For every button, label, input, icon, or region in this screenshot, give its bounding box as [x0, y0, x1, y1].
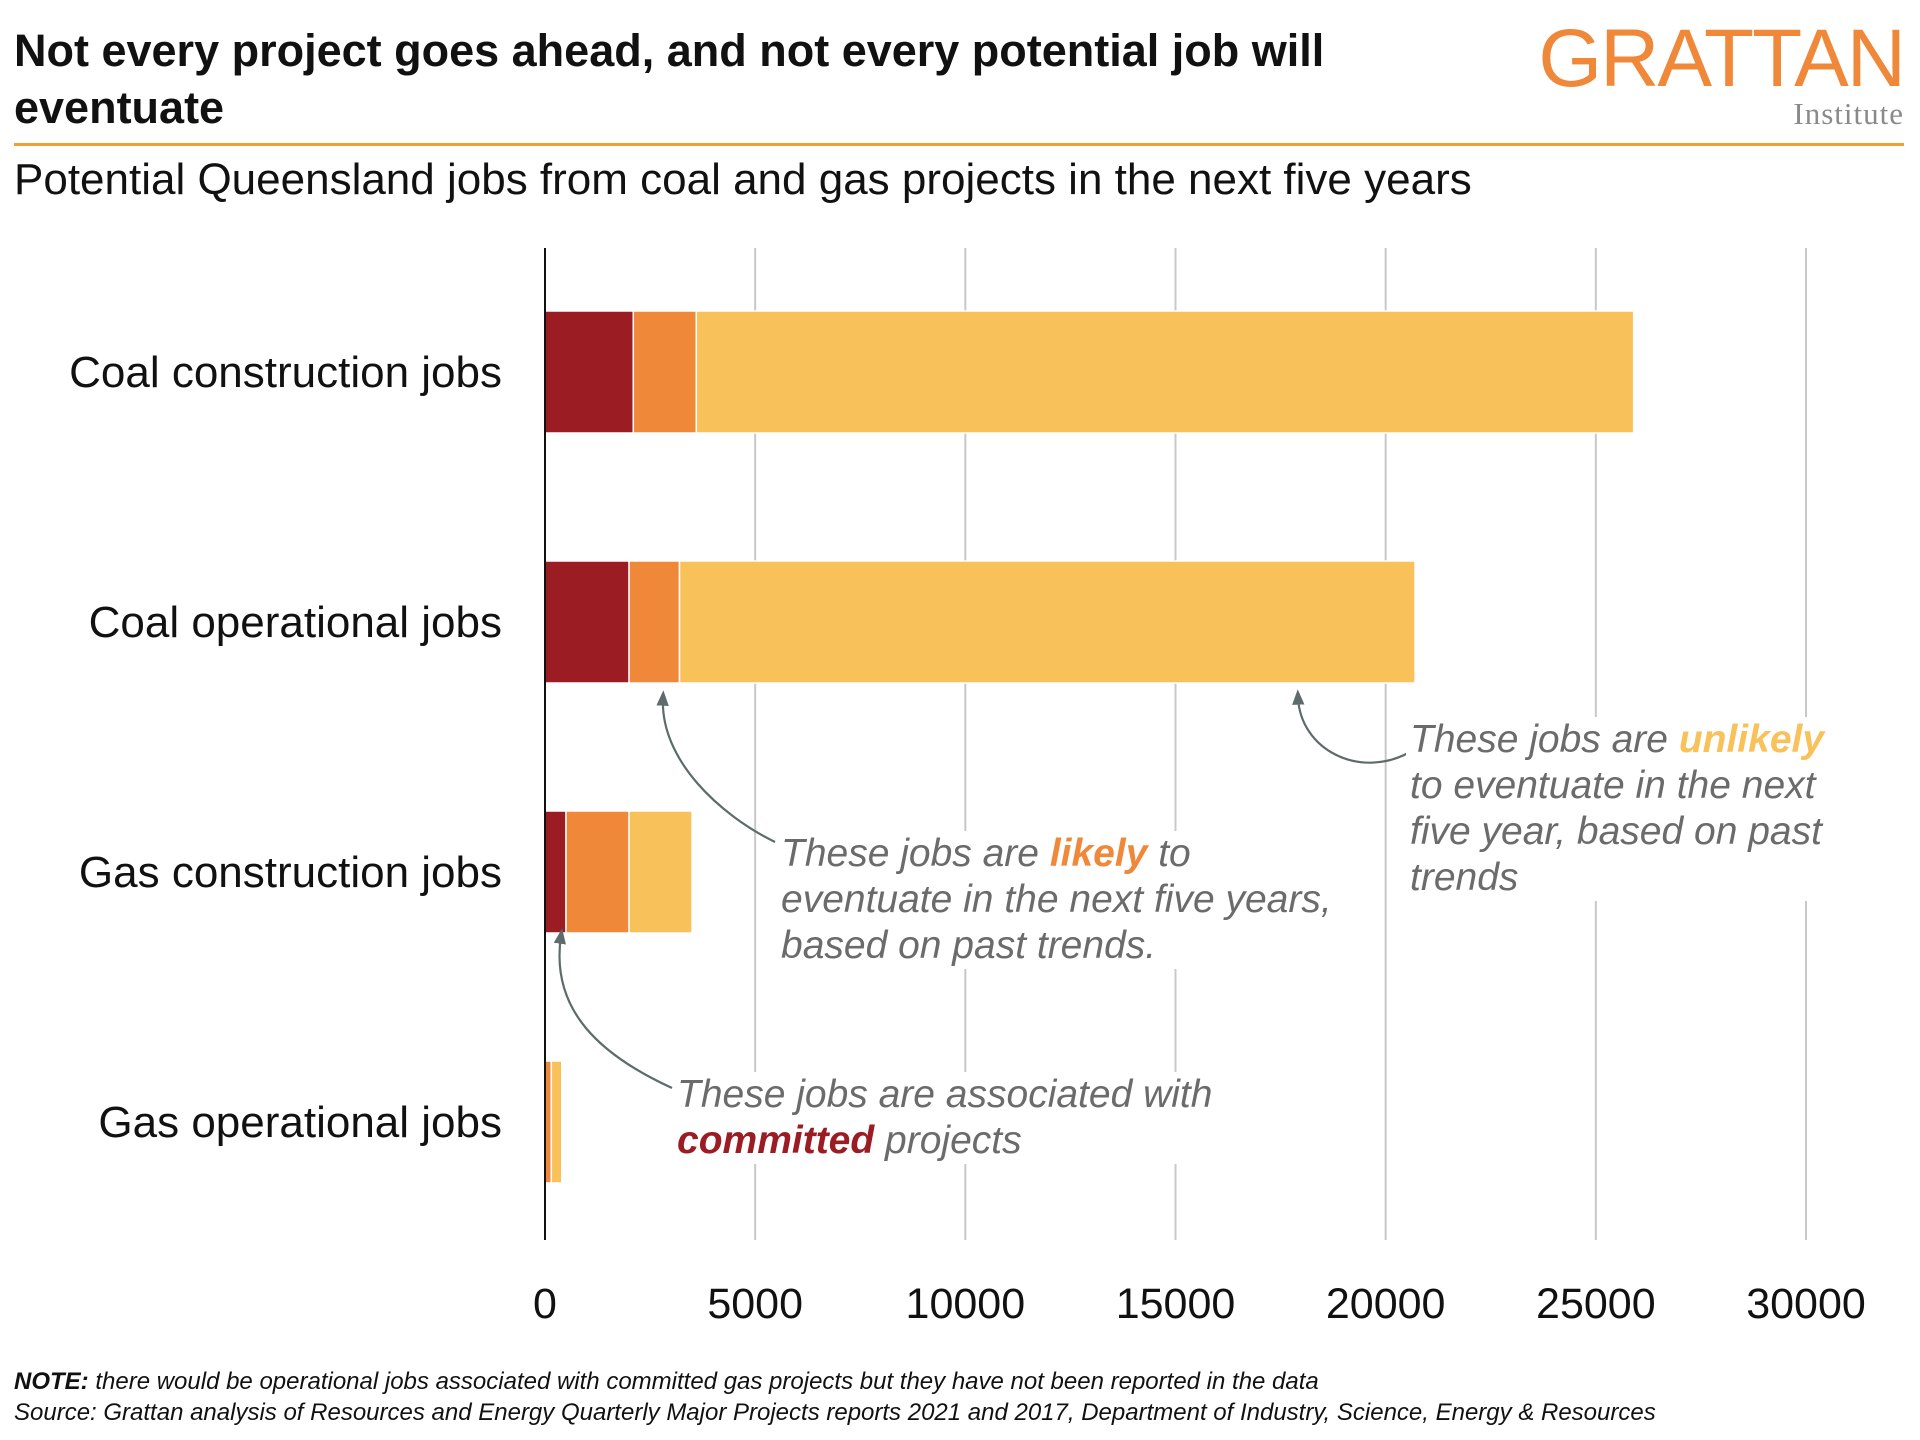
x-tick-label: 25000	[1536, 1280, 1656, 1328]
annotation-arrows	[553, 689, 1411, 1089]
header-divider	[14, 143, 1904, 146]
annotation-unlikely: These jobs are unlikely to eventuate in …	[1406, 717, 1869, 901]
category-label: Gas operational jobs	[98, 1098, 502, 1147]
annotation-likely-after: to eventuate in the next five years, bas…	[781, 832, 1332, 967]
x-tick-label: 30000	[1746, 1280, 1866, 1328]
annotation-unlikely-after: to eventuate in the next five year, base…	[1410, 764, 1822, 899]
note-text: there would be operational jobs associat…	[88, 1368, 1319, 1395]
annotation-unlikely-before: These jobs are	[1410, 718, 1679, 761]
bar-likely-0	[632, 310, 698, 434]
x-tick-label: 10000	[906, 1280, 1026, 1328]
bar-likely-1	[628, 560, 681, 684]
bar-committed-2	[544, 810, 567, 934]
arrow-unlikely	[1292, 689, 1411, 764]
grattan-logo: GRATTAN Institute	[1538, 13, 1906, 132]
x-tick-label: 20000	[1326, 1280, 1446, 1328]
chart-subtitle: Potential Queensland jobs from coal and …	[14, 155, 1472, 204]
annotation-likely: These jobs are likely to eventuate in th…	[777, 831, 1365, 969]
annotation-committed-highlight: committed	[677, 1119, 875, 1162]
bar-likely-2	[565, 810, 630, 934]
x-tick-label: 15000	[1116, 1280, 1236, 1328]
annotation-committed-after: projects	[874, 1119, 1022, 1162]
x-tick-label: 5000	[707, 1280, 803, 1328]
x-tick-label: 0	[533, 1280, 557, 1328]
bar-committed-0	[544, 310, 635, 434]
annotation-committed-before: These jobs are associated with	[677, 1073, 1213, 1116]
logo-wordmark: GRATTAN	[1538, 13, 1906, 104]
category-label: Coal construction jobs	[69, 348, 502, 397]
category-labels: Coal construction jobs Coal operational j…	[69, 348, 502, 1147]
category-label: Coal operational jobs	[89, 598, 502, 647]
annotation-likely-before: These jobs are	[781, 832, 1050, 875]
arrow-committed	[553, 928, 673, 1089]
annotation-likely-highlight: likely	[1049, 832, 1148, 875]
annotation-committed: These jobs are associated with committed…	[673, 1072, 1221, 1164]
footnote: NOTE: there would be operational jobs as…	[14, 1366, 1909, 1428]
chart-title: Not every project goes ahead, and not ev…	[14, 25, 1325, 133]
bar-committed-1	[544, 560, 630, 684]
arrow-likely	[656, 690, 776, 843]
bar-unlikely-2	[628, 810, 693, 934]
logo-subtext: Institute	[1793, 96, 1904, 131]
category-label: Gas construction jobs	[79, 848, 502, 897]
note-line: NOTE: there would be operational jobs as…	[14, 1366, 1909, 1397]
annotation-unlikely-highlight: unlikely	[1678, 718, 1825, 761]
bar-unlikely-3	[550, 1060, 563, 1184]
bar-unlikely-0	[695, 310, 1635, 434]
bars	[544, 310, 1635, 1184]
source-line: Source: Grattan analysis of Resources an…	[14, 1399, 1656, 1426]
x-tick-labels: 0 5000 10000 15000 20000 25000 30000	[533, 1280, 1866, 1328]
note-label: NOTE:	[14, 1368, 89, 1395]
bar-unlikely-1	[678, 560, 1416, 684]
